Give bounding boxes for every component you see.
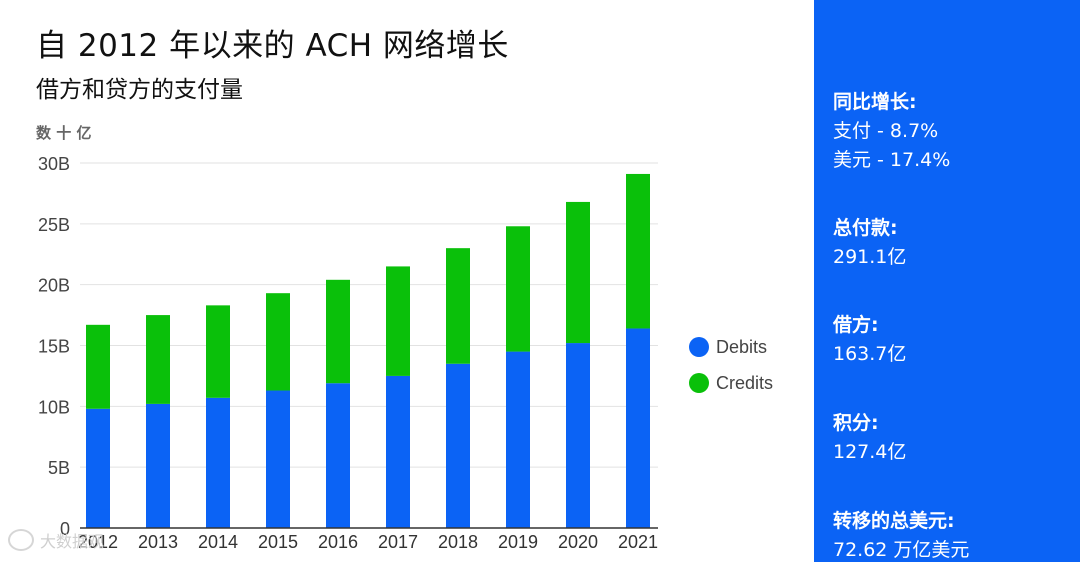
watermark-logo-icon [8, 529, 34, 551]
stats-panel: 同比增长: 支付 - 8.7% 美元 - 17.4% 总付款: 291.1亿 借… [814, 0, 1080, 562]
chart-title: 自 2012 年以来的 ACH 网络增长 [36, 28, 509, 64]
stat-total-payments: 总付款: 291.1亿 [833, 214, 1073, 272]
y-tick-label: 30B [38, 154, 70, 174]
bar-debits [386, 375, 410, 528]
y-tick-label: 10B [38, 397, 70, 417]
stat-value: 127.4亿 [833, 441, 907, 463]
stat-value: 美元 - 17.4% [833, 149, 951, 171]
bar-credits [566, 201, 590, 344]
x-tick-label: 2014 [198, 532, 238, 552]
y-tick-label: 20B [38, 276, 70, 296]
stat-value: 163.7亿 [833, 343, 907, 365]
bar-credits [326, 279, 350, 384]
chart-subtitle: 借方和贷方的支付量 [36, 77, 243, 103]
bar-credits [266, 293, 290, 391]
x-tick-label: 2013 [138, 532, 178, 552]
bar-credits [626, 173, 650, 329]
bar-credits [146, 315, 170, 404]
stat-value: 支付 - 8.7% [833, 120, 939, 142]
bar-chart: 0 5B 10B 15B 20B 25B 30B 2012 2013 2014 2015 2016 20… [38, 154, 773, 552]
y-tick-label: 0 [60, 519, 70, 539]
bar-debits [86, 408, 110, 528]
bar-debits [146, 403, 170, 528]
stat-title: 借方: [833, 314, 879, 336]
x-tick-label: 2018 [438, 532, 478, 552]
watermark: 大数据观 [8, 528, 104, 552]
bar-debits [446, 363, 470, 528]
x-tick-label: 2020 [558, 532, 598, 552]
y-tick-label: 15B [38, 337, 70, 357]
bar-debits [326, 383, 350, 528]
x-tick-label: 2012 [78, 532, 118, 552]
legend-marker [689, 337, 709, 357]
x-tick-label: 2021 [618, 532, 658, 552]
y-tick-label: 5B [48, 458, 70, 478]
bar-credits [446, 248, 470, 364]
stat-title: 总付款: [833, 217, 898, 239]
bar-debits [206, 397, 230, 528]
stat-title: 转移的总美元: [833, 510, 955, 532]
bar-credits [386, 266, 410, 376]
stat-debits: 借方: 163.7亿 [833, 311, 1073, 369]
legend-marker [689, 373, 709, 393]
bar-credits [506, 226, 530, 352]
bar-credits [86, 324, 110, 409]
x-tick-label: 2015 [258, 532, 298, 552]
bar-debits [506, 351, 530, 528]
bar-debits [266, 390, 290, 528]
bar-credits [206, 305, 230, 398]
stat-value: 291.1亿 [833, 246, 907, 268]
chart-panel: 自 2012 年以来的 ACH 网络增长 借方和贷方的支付量 数 十 亿 0 5B… [8, 28, 774, 552]
legend-label: Debits [716, 337, 767, 357]
x-tick-label: 2016 [318, 532, 358, 552]
unit-label: 数 十 亿 [36, 124, 92, 142]
stat-total-dollars: 转移的总美元: 72.62 万亿美元 [833, 507, 1073, 562]
y-tick-label: 25B [38, 215, 70, 235]
stat-title: 积分: [833, 412, 879, 434]
watermark-text: 大数据观 [40, 532, 105, 551]
stat-credits: 积分: 127.4亿 [833, 409, 1073, 467]
x-tick-label: 2017 [378, 532, 418, 552]
bar-debits [626, 328, 650, 528]
bar-debits [566, 343, 590, 528]
stat-yoy-growth: 同比增长: 支付 - 8.7% 美元 - 17.4% [833, 88, 1073, 175]
stat-title: 同比增长: [833, 91, 917, 113]
stat-value: 72.62 万亿美元 [833, 539, 970, 561]
x-tick-label: 2019 [498, 532, 538, 552]
legend-label: Credits [716, 373, 773, 393]
